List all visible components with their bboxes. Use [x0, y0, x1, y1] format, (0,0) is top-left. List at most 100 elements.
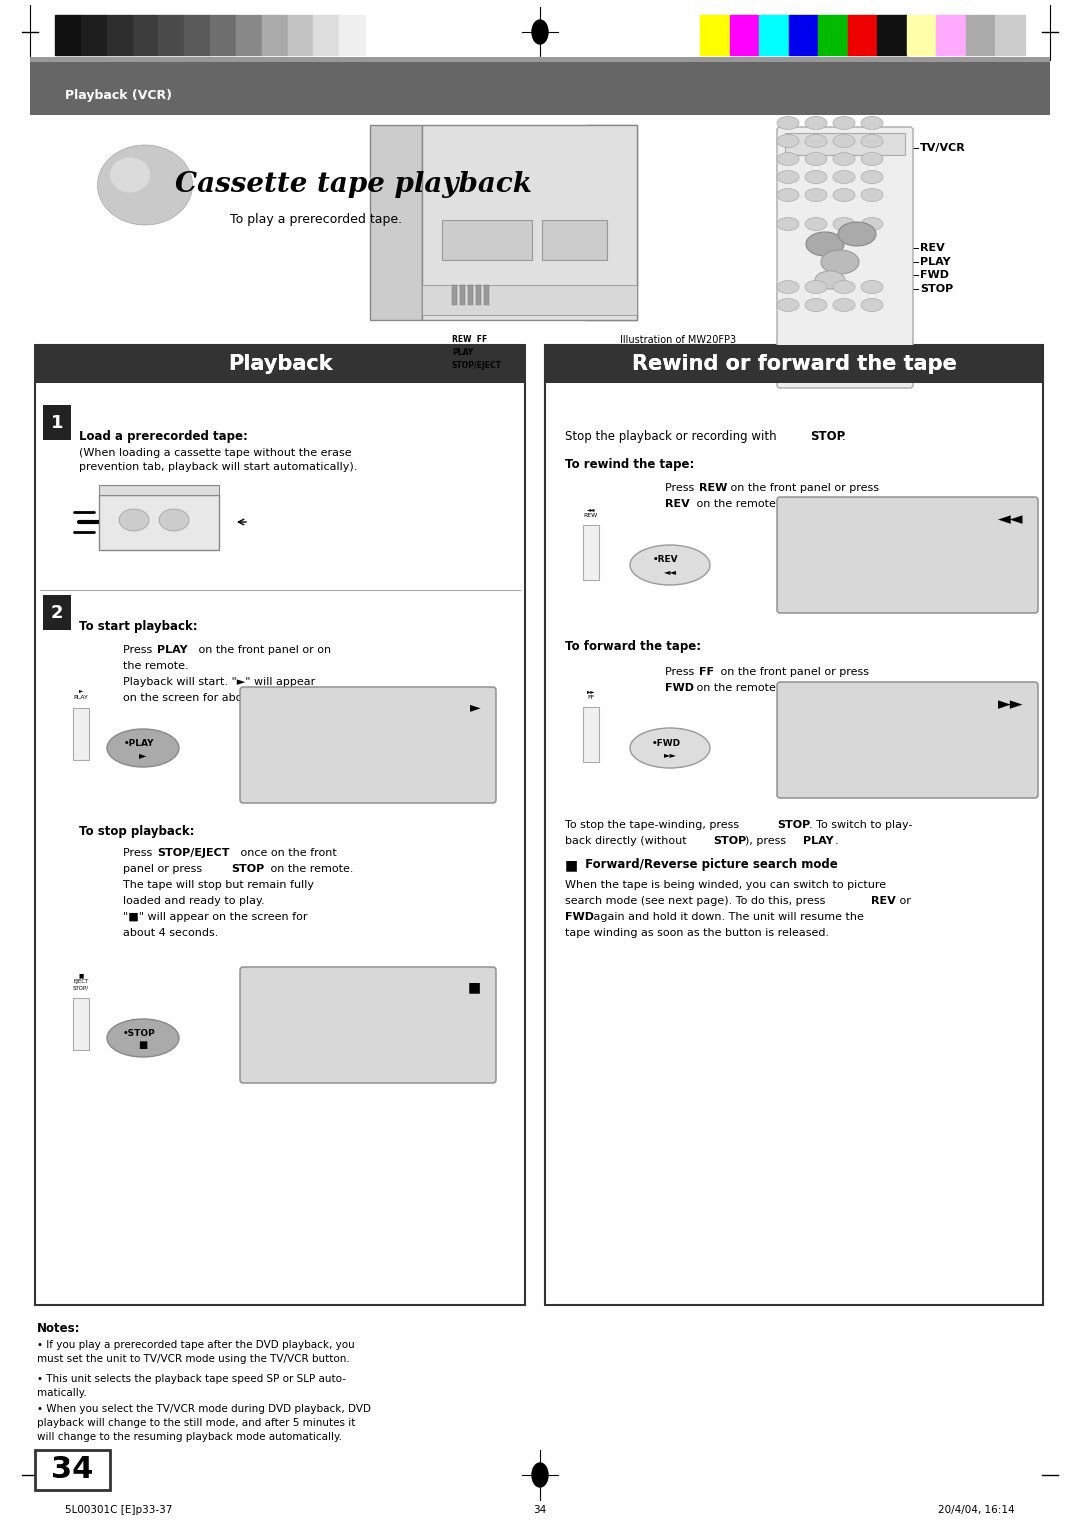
Text: STOP: STOP: [231, 863, 265, 874]
Text: ◄◄: ◄◄: [586, 507, 595, 512]
Ellipse shape: [107, 1019, 179, 1057]
Bar: [422, 125, 637, 319]
Bar: [313, 15, 339, 55]
Text: STOP: STOP: [777, 821, 810, 830]
Bar: [468, 286, 473, 306]
Text: PLAY: PLAY: [804, 836, 834, 847]
Ellipse shape: [861, 298, 883, 312]
Text: •STOP: •STOP: [123, 1028, 156, 1038]
Ellipse shape: [630, 727, 710, 769]
Text: To start playback:: To start playback:: [79, 620, 198, 633]
Bar: [35, 345, 525, 1305]
Bar: [460, 286, 465, 306]
FancyBboxPatch shape: [240, 688, 496, 804]
Text: REV: REV: [665, 500, 690, 509]
Text: FF: FF: [699, 668, 714, 677]
Text: Cassette tape playback: Cassette tape playback: [175, 171, 532, 199]
Text: STOP: STOP: [810, 429, 846, 443]
Ellipse shape: [833, 153, 855, 165]
Text: REV: REV: [920, 243, 945, 254]
Bar: [785, 133, 905, 154]
Text: ■: ■: [565, 859, 578, 872]
Bar: [235, 15, 261, 55]
Text: 34: 34: [534, 1505, 546, 1514]
Bar: [159, 15, 185, 55]
Text: 2: 2: [51, 604, 64, 622]
FancyBboxPatch shape: [777, 681, 1038, 798]
Ellipse shape: [805, 217, 827, 231]
Text: STOP: STOP: [713, 836, 746, 847]
Text: FWD: FWD: [565, 912, 594, 921]
Text: about 4 seconds.: about 4 seconds.: [123, 927, 218, 938]
Bar: [422, 286, 637, 315]
Bar: [585, 125, 637, 319]
Text: PLAY: PLAY: [920, 257, 950, 267]
Ellipse shape: [861, 217, 883, 231]
Bar: [55, 15, 81, 55]
Text: Playback will start. "►" will appear: Playback will start. "►" will appear: [123, 677, 315, 688]
Bar: [545, 345, 1043, 1305]
Text: back directly (without: back directly (without: [565, 836, 690, 847]
Text: FWD: FWD: [920, 270, 949, 280]
Text: 20/4/04, 16:14: 20/4/04, 16:14: [939, 1505, 1015, 1514]
Ellipse shape: [777, 281, 799, 293]
Text: To play a prerecorded tape.: To play a prerecorded tape.: [230, 214, 402, 226]
Bar: [545, 345, 1043, 384]
Text: on the front panel or press: on the front panel or press: [727, 483, 879, 494]
Text: ►: ►: [139, 750, 147, 759]
Text: PLAY: PLAY: [157, 645, 188, 656]
Bar: [484, 286, 489, 306]
FancyBboxPatch shape: [777, 127, 913, 388]
Ellipse shape: [861, 171, 883, 183]
Text: STOP: STOP: [920, 284, 954, 293]
Text: 34: 34: [51, 1456, 93, 1485]
Text: • If you play a prerecorded tape after the DVD playback, you
must set the unit t: • If you play a prerecorded tape after t…: [37, 1340, 354, 1365]
Text: ), press: ), press: [745, 836, 789, 847]
Bar: [476, 286, 481, 306]
Text: Stop the playback or recording with: Stop the playback or recording with: [565, 429, 781, 443]
Text: Press: Press: [123, 645, 156, 656]
Text: PLAY: PLAY: [73, 695, 89, 700]
Text: tape winding as soon as the button is released.: tape winding as soon as the button is re…: [565, 927, 829, 938]
Bar: [877, 15, 907, 55]
Bar: [30, 57, 1050, 63]
FancyBboxPatch shape: [777, 497, 1038, 613]
Text: ►►: ►►: [998, 695, 1023, 714]
Text: Playback: Playback: [228, 354, 333, 374]
Bar: [730, 15, 759, 55]
Text: TV/VCR: TV/VCR: [920, 144, 966, 153]
Bar: [583, 526, 599, 581]
Text: REW  FF: REW FF: [453, 335, 487, 344]
Text: on the front panel or press: on the front panel or press: [717, 668, 869, 677]
Text: Press: Press: [123, 848, 156, 859]
Ellipse shape: [107, 729, 179, 767]
Ellipse shape: [833, 298, 855, 312]
Bar: [35, 1450, 110, 1490]
Ellipse shape: [777, 188, 799, 202]
Bar: [819, 15, 848, 55]
Ellipse shape: [777, 153, 799, 165]
Ellipse shape: [630, 545, 710, 585]
Text: STOP/EJECT: STOP/EJECT: [453, 361, 502, 370]
Text: ◄◄: ◄◄: [663, 567, 676, 576]
Text: on the remote.: on the remote.: [693, 683, 780, 694]
Text: •FWD: •FWD: [651, 738, 680, 747]
Bar: [73, 707, 89, 759]
Ellipse shape: [805, 188, 827, 202]
Text: REW: REW: [584, 513, 598, 518]
Text: . To switch to play-: . To switch to play-: [809, 821, 913, 830]
Text: REV: REV: [870, 895, 895, 906]
Bar: [966, 15, 996, 55]
Ellipse shape: [861, 153, 883, 165]
Ellipse shape: [777, 116, 799, 130]
Text: ►: ►: [79, 688, 83, 694]
Text: The tape will stop but remain fully: The tape will stop but remain fully: [123, 880, 314, 889]
Text: ■: ■: [79, 973, 83, 978]
Ellipse shape: [777, 171, 799, 183]
Ellipse shape: [861, 116, 883, 130]
Text: .: .: [842, 429, 846, 443]
Text: •PLAY: •PLAY: [124, 738, 154, 747]
Text: FF: FF: [588, 695, 595, 700]
Text: Load a prerecorded tape:: Load a prerecorded tape:: [79, 429, 248, 443]
Text: ►: ►: [471, 700, 481, 714]
